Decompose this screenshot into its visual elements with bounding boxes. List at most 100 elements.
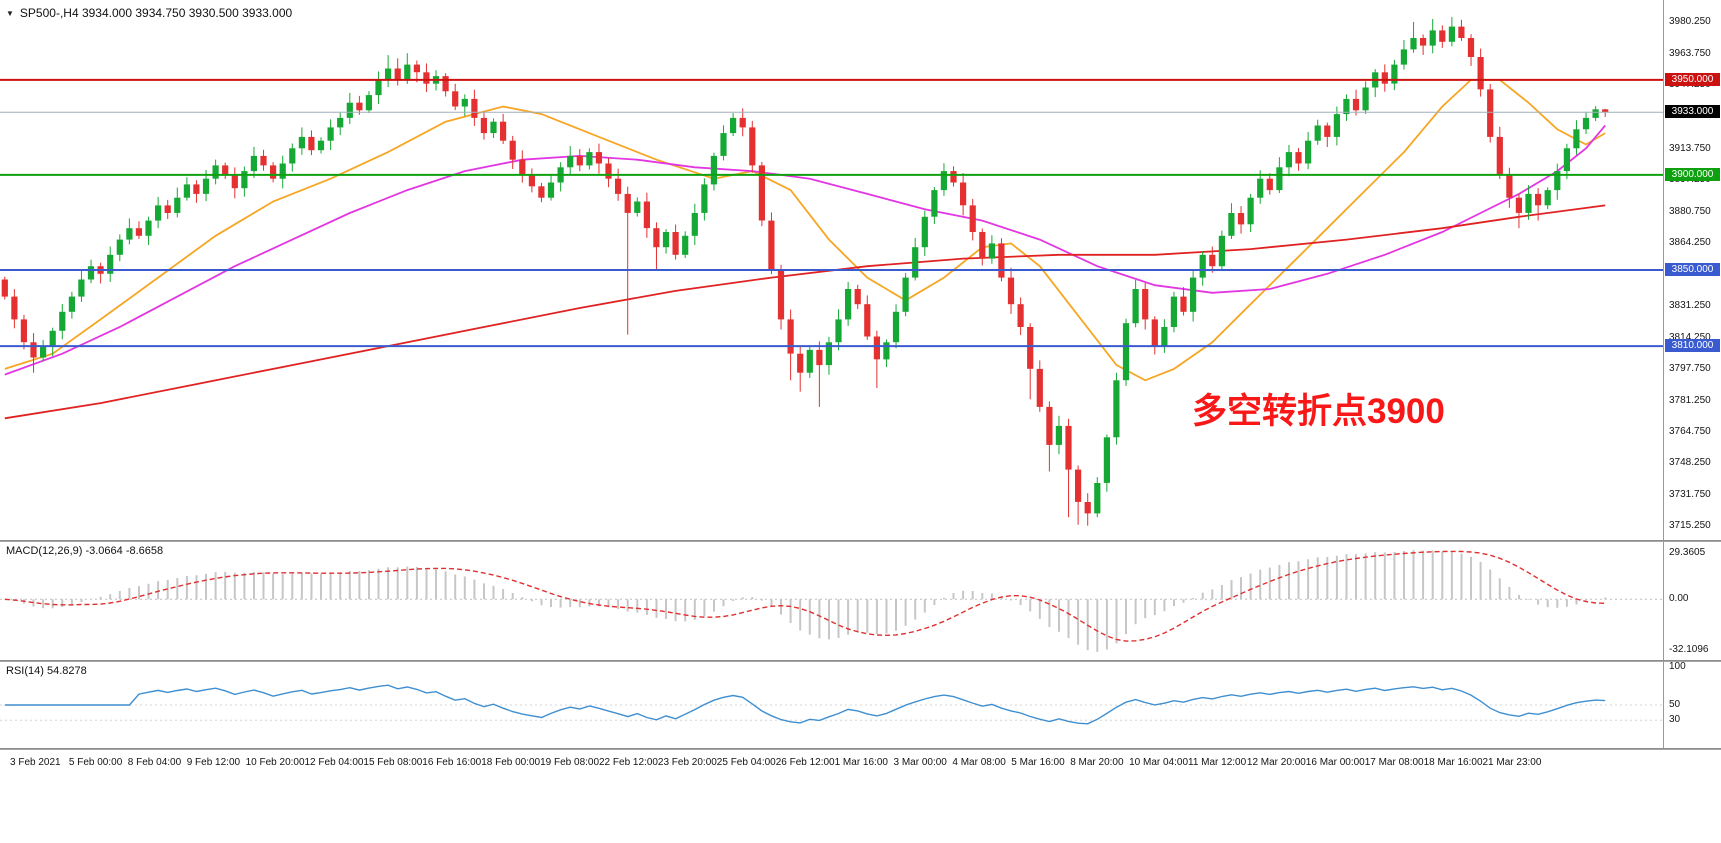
price-tick-label: 3781.250 — [1669, 394, 1711, 406]
candle-body — [1237, 213, 1245, 225]
price-tick-label: 3715.250 — [1669, 520, 1711, 532]
candle-body — [375, 79, 382, 96]
candle-body — [1228, 213, 1235, 236]
candle-body — [317, 140, 325, 151]
candle-body — [1075, 469, 1082, 502]
candle-body — [1487, 89, 1494, 137]
candle-body — [1362, 87, 1369, 111]
rsi-tick-label: 50 — [1669, 699, 1681, 710]
candle-body — [250, 155, 257, 172]
candle-body — [270, 165, 277, 179]
candle-body — [1305, 140, 1312, 164]
ma-slow-red — [4, 204, 1606, 420]
candle-body — [1, 279, 8, 297]
candle-body — [1381, 72, 1388, 84]
candle-body — [1276, 167, 1283, 191]
candle-body — [567, 155, 574, 168]
macd-panel[interactable]: MACD(12,26,9) -3.0664 -8.6658 — [0, 542, 1663, 660]
time-tick-label: 16 Mar 00:00 — [1305, 757, 1365, 768]
candle-body — [1151, 319, 1158, 346]
candle-body — [1113, 380, 1120, 438]
collapse-arrow-icon[interactable]: ▼ — [6, 9, 14, 19]
price-axis[interactable]: 3980.2503963.7503947.2503930.7503913.750… — [1663, 0, 1721, 540]
rsi-panel[interactable]: RSI(14) 54.8278 — [0, 662, 1663, 748]
time-tick-label: 10 Mar 04:00 — [1129, 757, 1189, 768]
candle-body — [212, 165, 219, 179]
candle-body — [1477, 57, 1484, 90]
candle-body — [1525, 193, 1532, 213]
time-tick-label: 21 Mar 23:00 — [1482, 757, 1542, 768]
candle-body — [950, 171, 957, 183]
ma-fast-orange — [4, 79, 1606, 382]
candle-body — [662, 232, 670, 248]
macd-chart-svg[interactable] — [0, 542, 1663, 660]
time-tick-label: 12 Mar 20:00 — [1246, 757, 1306, 768]
candle-body — [892, 311, 900, 343]
candle-body — [87, 266, 95, 280]
candle-body — [825, 342, 832, 366]
candle-body — [586, 152, 593, 166]
candle-body — [998, 243, 1005, 278]
candle-body — [1285, 152, 1292, 168]
rsi-tick-label: 30 — [1669, 714, 1681, 726]
candle-body — [231, 174, 238, 189]
candle-body — [164, 205, 171, 213]
panel-divider — [0, 748, 1721, 750]
rsi-chart-svg[interactable] — [0, 662, 1663, 748]
candle-body — [576, 155, 583, 166]
macd-axis[interactable]: 29.3605 0.00 -32.1096 — [1663, 542, 1721, 660]
price-tick-label: 3963.750 — [1669, 47, 1711, 59]
time-tick-label: 12 Feb 04:00 — [304, 757, 364, 768]
candle-body — [49, 330, 56, 346]
time-tick-label: 16 Feb 16:00 — [422, 757, 482, 768]
candle-body — [1017, 304, 1024, 327]
candle-body — [385, 68, 392, 80]
price-chart-panel[interactable]: ▼ SP500-,H4 3934.000 3934.750 3930.500 39… — [0, 0, 1663, 540]
candle-body — [595, 152, 602, 164]
candle-body — [912, 247, 919, 278]
candle-body — [1429, 30, 1436, 46]
candle-body — [11, 296, 18, 320]
candle-body — [346, 102, 353, 118]
candle-body — [845, 289, 852, 320]
candle-body — [758, 165, 765, 221]
candle-body — [404, 64, 411, 80]
candle-body — [653, 228, 660, 248]
candle-body — [1190, 277, 1197, 312]
candlestick-chart-svg[interactable] — [0, 0, 1663, 540]
panel-divider[interactable] — [0, 540, 1721, 542]
time-tick-label: 4 Mar 08:00 — [952, 757, 1006, 768]
candle-body — [1142, 289, 1149, 320]
price-level-tag: 3933.000 — [1665, 105, 1720, 119]
price-tick-label: 3913.750 — [1669, 142, 1711, 154]
candle-body — [787, 319, 794, 354]
candle-body — [480, 117, 487, 134]
candle-body — [883, 342, 890, 360]
time-tick-label: 5 Feb 00:00 — [68, 757, 123, 768]
candle-body — [720, 133, 727, 156]
candle-body — [59, 311, 66, 331]
time-tick-label: 10 Feb 20:00 — [245, 757, 305, 768]
time-tick-label: 22 Feb 12:00 — [599, 757, 658, 768]
candle-body — [1563, 148, 1570, 172]
candle-body — [528, 174, 535, 187]
candle-body — [1094, 483, 1101, 514]
time-tick-label: 11 Mar 12:00 — [1188, 757, 1247, 768]
candle-body — [1544, 190, 1551, 206]
time-tick-label: 17 Mar 08:00 — [1364, 757, 1424, 768]
candle-body — [1199, 254, 1206, 278]
candle-body — [289, 148, 296, 164]
candle-body — [500, 121, 507, 141]
candle-body — [1007, 277, 1015, 305]
candle-body — [442, 76, 449, 92]
candle-body — [547, 182, 555, 198]
rsi-axis[interactable]: 100 50 30 — [1663, 661, 1721, 748]
candle-body — [1592, 109, 1599, 118]
candle-body — [1065, 425, 1072, 470]
candle-body — [634, 201, 641, 213]
candle-body — [730, 117, 737, 134]
time-axis[interactable]: 3 Feb 2021 5 Feb 00:00 8 Feb 04:00 9 Feb 12… — [0, 750, 1721, 776]
panel-divider[interactable] — [0, 660, 1721, 662]
time-tick-label: 1 Mar 16:00 — [834, 757, 888, 768]
candle-body — [202, 178, 210, 194]
